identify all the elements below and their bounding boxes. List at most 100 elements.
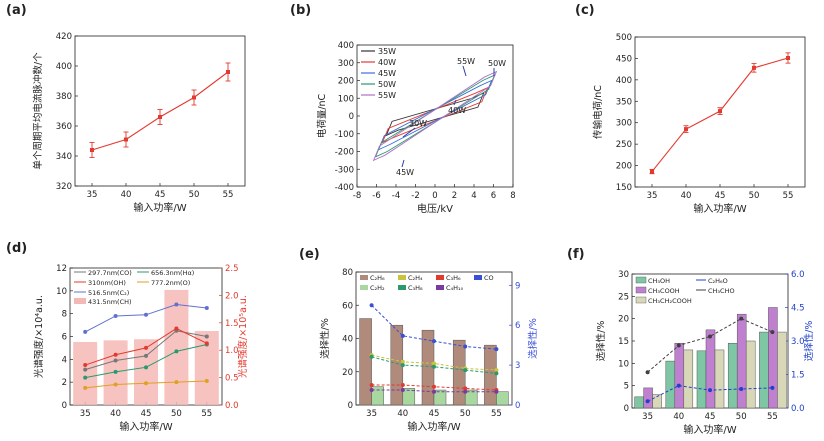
data-point (369, 303, 374, 308)
data-point (463, 389, 468, 394)
data-point (432, 361, 436, 366)
legend-label: 777.2nm(O) (151, 279, 190, 287)
y2-axis-label: 光谱强度/×10⁵a.u. (237, 295, 249, 378)
x-tick-label: 40 (681, 191, 692, 201)
y-tick-label: 0 (62, 401, 67, 411)
y-tick-label: 350 (616, 97, 632, 107)
legend: 35W 40W 45W 50W 55W (361, 47, 396, 100)
panel-b: (b) -400 -300 -200 -100 0 100 200 300 400 -8 -6 -4 -2… (290, 3, 516, 215)
panel-label-b: (b) (290, 3, 311, 18)
bar-CH₃OH (665, 360, 676, 409)
x-tick-label: 40 (397, 409, 408, 419)
data-point (770, 330, 775, 335)
bar-C₂H₂ (433, 389, 447, 406)
y-tick-label: -300 (335, 165, 354, 175)
legend-label: C₃H₈ (408, 284, 423, 292)
data-point (144, 381, 148, 386)
y-tick-label: -400 (335, 183, 354, 193)
y-tick-label: 10 (56, 287, 67, 297)
bar-CH₃COOH (736, 313, 747, 409)
y2-tick-label: 6.0 (791, 270, 805, 280)
data-point (90, 148, 94, 152)
data-point (494, 371, 499, 376)
x-tick-label: 55 (767, 412, 778, 422)
legend-label: 656.3nm(Hα) (151, 269, 194, 277)
legend-label: CH₃CHO (708, 287, 735, 295)
data-point (494, 347, 499, 352)
y-tick-label: 0 (349, 112, 354, 122)
annotation-arrow (453, 99, 457, 106)
legend-label: 516.5nm(C₂) (88, 289, 129, 297)
series-line (371, 354, 497, 371)
legend-swatch (635, 276, 647, 284)
loop-35W (385, 92, 485, 137)
x-tick-label: 55 (783, 191, 794, 201)
y-tick-label: 40 (342, 335, 353, 345)
data-point (645, 399, 650, 404)
legend-swatch (398, 285, 406, 290)
x-tick-label: 45 (429, 409, 440, 419)
x-axis-label: 输入功率/W (133, 201, 186, 214)
data-point (369, 354, 374, 359)
data-point (83, 367, 88, 372)
annotation: 40W (448, 106, 466, 115)
y2-tick-label: 3 (515, 361, 520, 371)
annotation: 50W (488, 59, 506, 68)
y2-tick-label: 4.5 (791, 304, 805, 314)
x-tick-label: 50 (736, 412, 747, 422)
y-tick-label: 320 (56, 182, 72, 192)
data-point (113, 382, 118, 387)
data-point (718, 109, 722, 114)
data-point (463, 386, 468, 391)
y2-tick-label: 1.5 (791, 371, 805, 381)
x-tick-label: 40 (673, 412, 684, 422)
y2-tick-label: 6 (515, 321, 520, 331)
x-tick-label: 6 (491, 191, 496, 201)
panel-label-a: (a) (6, 3, 27, 18)
bar-C₂H₂ (371, 386, 384, 406)
y2-tick-label: 0.0 (791, 404, 805, 414)
legend-swatch (635, 286, 647, 294)
y-tick-label: 200 (338, 77, 354, 87)
y2-tick-label: 1.0 (225, 346, 239, 356)
y2-tick-label: 2.0 (225, 291, 239, 301)
data-point (83, 385, 88, 390)
y-tick-label: -200 (335, 148, 354, 158)
y-tick-label: 250 (616, 140, 632, 150)
legend-label: C₄H₁₀ (446, 284, 464, 292)
bar-CH₃CH₂COOH (714, 349, 725, 409)
data-point (786, 56, 790, 60)
x-tick-label: 55 (201, 409, 212, 419)
x-tick-label: 2 (452, 191, 457, 201)
x-tick-label: 55 (491, 409, 502, 419)
data-point (676, 383, 681, 388)
y-axis-label: 单个周期平均电流脉冲数/个 (32, 52, 44, 170)
x-axis-label: 输入功率/W (119, 420, 172, 433)
x-axis-label: 电压/kV (417, 202, 453, 215)
y-tick-label: 12 (56, 264, 67, 274)
bar-CH₃OH (759, 331, 769, 409)
x-tick-label: 45 (155, 190, 166, 200)
y2-tick-label: 1.5 (225, 319, 239, 329)
x-axis-label: 输入功率/W (683, 423, 736, 436)
data-point (158, 115, 162, 119)
x-tick-label: 50 (460, 409, 471, 419)
legend-swatch (360, 275, 368, 280)
bar-CH₃CH₂COOH (777, 331, 787, 409)
bar-CH₃CH₂COOH (745, 340, 756, 409)
y-tick-label: 400 (56, 62, 72, 72)
y2-tick-label: 0.0 (225, 401, 239, 411)
bar-CH₃COOH (705, 329, 716, 409)
x-tick-label: 35 (87, 190, 98, 200)
y-tick-label: 20 (342, 368, 353, 378)
bar-CH (164, 289, 189, 405)
x-tick-label: 40 (110, 409, 121, 419)
data-point (432, 339, 436, 344)
panel-e: (e) 0 20 40 60 80 0 3 6 9 35 40 45 50 55 输入功率/W 选择性/% 选择性… (299, 247, 539, 433)
legend-label: CH₃CH₂COOH (648, 297, 692, 305)
legend: CH₃OH CH₃COOH CH₃CH₂COOH C₂H₆O CH₃CHO (635, 276, 735, 305)
y-tick-label: 500 (616, 33, 632, 43)
y-tick-label: 6 (62, 333, 67, 343)
x-tick-label: 35 (642, 412, 653, 422)
